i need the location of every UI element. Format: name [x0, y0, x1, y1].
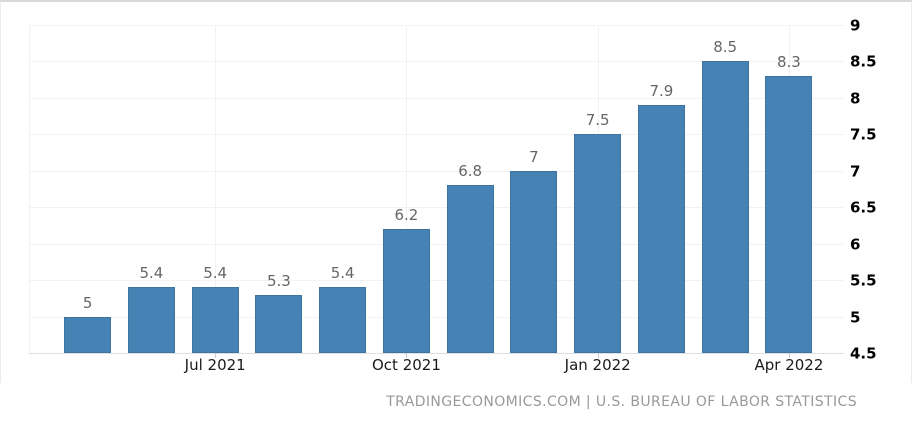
bar[interactable]: [382, 229, 430, 353]
bar-value-label: 7.9: [649, 82, 674, 101]
vertical-gridline: [406, 25, 408, 353]
bar-value-label: 5.4: [139, 264, 164, 283]
horizontal-gridline: [29, 61, 844, 63]
x-axis-tick-label: Oct 2021: [371, 356, 441, 374]
horizontal-gridline: [29, 25, 844, 26]
y-axis-tick-label: 6.5: [850, 198, 877, 217]
bar-value-label: 6.8: [458, 162, 483, 181]
y-axis-tick-label: 5.5: [850, 271, 877, 290]
bar[interactable]: [510, 170, 558, 353]
bar-value-label: 5.4: [203, 264, 228, 283]
horizontal-gridline: [29, 243, 844, 245]
horizontal-gridline: [29, 134, 844, 136]
horizontal-gridline: [29, 170, 844, 172]
bar[interactable]: [255, 294, 303, 353]
horizontal-gridline: [29, 316, 844, 318]
bar[interactable]: [446, 185, 494, 353]
x-axis-tick-label: Apr 2022: [754, 356, 824, 374]
bar[interactable]: [127, 287, 175, 353]
bar[interactable]: [64, 316, 112, 353]
source-attribution: TRADINGECONOMICS.COM | U.S. BUREAU OF LA…: [386, 394, 857, 410]
y-axis-tick-label: 4.5: [850, 344, 877, 363]
x-axis-tick-label: Jan 2022: [564, 356, 631, 374]
chart-plot-region: 9 8.5 8 7.5 7 6.5 6 5.5 5 4.5 5 5.4 5.4 5.3 5.4 6.2 6.8 7…: [0, 2, 912, 383]
bar-value-label: 5.4: [330, 264, 355, 283]
vertical-gridline: [215, 25, 217, 353]
bar[interactable]: [701, 61, 749, 353]
y-axis-tick-label: 8.5: [850, 52, 877, 71]
x-axis-tick-mark: [788, 353, 790, 358]
y-axis-tick-label: 5: [850, 308, 861, 327]
bar[interactable]: [637, 105, 685, 353]
bar[interactable]: [191, 287, 239, 353]
y-axis-tick-label: 9: [850, 16, 861, 35]
bar-value-label: 5.3: [267, 271, 291, 290]
x-axis-tick-mark: [406, 353, 408, 358]
horizontal-gridline: [29, 207, 844, 209]
y-axis-tick-label: 7: [850, 162, 861, 181]
bar-value-label: 6.2: [394, 206, 419, 225]
y-axis-tick-label: 6: [850, 235, 861, 254]
horizontal-gridline: [29, 97, 844, 99]
bar[interactable]: [574, 134, 622, 353]
horizontal-gridline: [29, 353, 844, 354]
x-axis-tick-mark: [597, 353, 599, 358]
x-axis-tick-mark: [215, 353, 217, 358]
bar[interactable]: [319, 287, 367, 353]
bar-value-label: 7.5: [585, 111, 610, 130]
bar[interactable]: [765, 76, 813, 353]
bar-value-label: 5: [82, 293, 93, 312]
bar-value-label: 8.5: [713, 38, 738, 57]
y-axis-tick-label: 8: [850, 89, 861, 108]
bar-value-label: 7: [529, 147, 539, 166]
x-axis-tick-label: Jul 2021: [184, 356, 246, 374]
vertical-gridline: [29, 25, 30, 353]
bar-value-label: 8.3: [777, 53, 801, 72]
y-axis-tick-label: 7.5: [850, 125, 877, 144]
horizontal-gridline: [29, 280, 844, 282]
